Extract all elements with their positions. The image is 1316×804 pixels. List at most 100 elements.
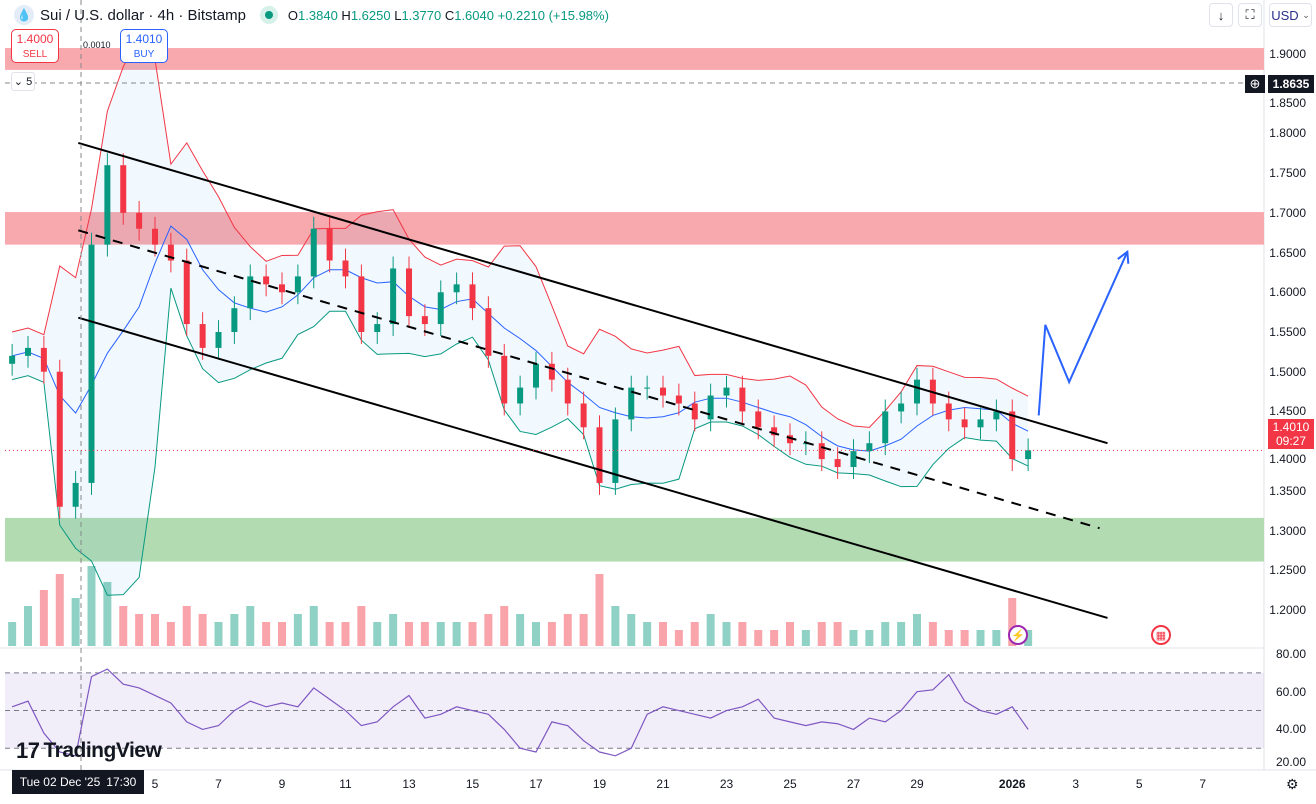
price-tick: 1.7000 xyxy=(1269,205,1306,220)
us-flag-event-icon[interactable]: ▦ xyxy=(1151,625,1171,645)
fullscreen-button[interactable]: ⛶ xyxy=(1238,3,1262,27)
candle-body xyxy=(739,387,746,412)
fullscreen-icon: ⛶ xyxy=(1245,7,1255,22)
time-tick: 9 xyxy=(278,777,286,791)
lightning-event-icon[interactable]: ⚡ xyxy=(1008,625,1028,645)
time-tick: 11 xyxy=(339,777,352,791)
volume-bar xyxy=(913,614,921,646)
candle-body xyxy=(993,411,1000,420)
candle-body xyxy=(25,347,31,356)
time-tick: 27 xyxy=(846,777,861,791)
candle-body xyxy=(294,276,301,293)
add-alert-button[interactable]: ⊕ xyxy=(1245,75,1265,93)
indicators-toggle[interactable]: ⌄ 5 xyxy=(11,72,35,91)
volume-bar xyxy=(389,614,398,646)
volume-bar xyxy=(643,622,652,646)
candle-body xyxy=(660,387,666,396)
bollinger-basis xyxy=(12,225,1029,452)
symbol-title[interactable]: Sui / U.S. dollar · 4h · Bitstamp xyxy=(40,6,246,24)
spread-value: 0.0010 xyxy=(83,40,111,50)
volume-bar xyxy=(230,614,239,646)
projection-path xyxy=(1037,251,1129,416)
price-tick: 1.3500 xyxy=(1269,483,1306,498)
volume-bar xyxy=(166,622,175,646)
time-tick: 25 xyxy=(783,777,797,791)
candle-body xyxy=(771,427,778,436)
candle-body xyxy=(9,355,16,364)
volume-bar xyxy=(801,630,810,646)
candle-body xyxy=(215,332,222,348)
candle-body xyxy=(961,419,968,428)
volume-bar xyxy=(341,622,350,646)
candle-body xyxy=(866,443,873,452)
candle-body xyxy=(183,260,190,325)
price-tick: 1.5500 xyxy=(1269,325,1306,339)
market-status-icon[interactable] xyxy=(259,6,278,24)
channel-middle-line xyxy=(77,229,1100,530)
volume-bar xyxy=(563,614,572,646)
candle-body xyxy=(596,427,603,483)
volume-bar xyxy=(833,622,842,646)
volume-bar xyxy=(182,606,191,646)
candle-body xyxy=(374,324,381,333)
time-tick: 2026 xyxy=(998,777,1026,791)
volume-bar xyxy=(976,630,985,646)
volume-bar xyxy=(706,614,715,646)
candle-body xyxy=(501,355,508,404)
tradingview-logo[interactable]: 17 TradingView xyxy=(16,738,162,763)
buy-button[interactable]: 1.4010 BUY xyxy=(120,29,168,63)
settings-icon[interactable]: ⚙ xyxy=(1286,776,1299,792)
sell-button[interactable]: 1.4000 SELL xyxy=(11,29,59,63)
candle-body xyxy=(802,443,809,445)
symbol-header: 💧 Sui / U.S. dollar · 4h · Bitstamp O1.3… xyxy=(14,5,609,25)
rsi-tick: 60.00 xyxy=(1275,684,1306,699)
volume-bar xyxy=(262,622,271,646)
support-zone xyxy=(5,517,1264,562)
candle-body xyxy=(485,308,492,356)
candle-body xyxy=(437,292,444,325)
tv-logo-icon: 17 xyxy=(16,738,40,763)
candle-body xyxy=(675,395,682,404)
volume-bar xyxy=(151,614,159,646)
volume-bar xyxy=(928,622,937,646)
volume-bar xyxy=(8,622,17,646)
price-tick: 1.6000 xyxy=(1269,285,1306,300)
volume-bar xyxy=(484,614,493,646)
volume-bar xyxy=(992,630,1001,646)
candle-body xyxy=(421,316,428,325)
rsi-line xyxy=(11,668,1029,757)
time-tick: 19 xyxy=(592,777,607,791)
candle-body xyxy=(88,244,95,483)
candle-body xyxy=(850,451,857,468)
volume-bar xyxy=(420,622,429,646)
volume-bar xyxy=(754,630,763,646)
price-tick: 1.5000 xyxy=(1269,364,1306,379)
volume-bar xyxy=(738,622,747,646)
volume-bar xyxy=(452,622,461,646)
volume-bar xyxy=(532,622,540,646)
candle-body xyxy=(72,482,79,507)
candle-body xyxy=(723,387,730,396)
volume-bar xyxy=(960,630,969,646)
volume-bar xyxy=(1008,598,1017,646)
volume-bar xyxy=(373,622,382,646)
volume-bar xyxy=(436,622,445,646)
volume-bar xyxy=(71,598,80,646)
candle-body xyxy=(945,403,952,420)
download-button[interactable]: ↓ xyxy=(1209,3,1233,27)
currency-select[interactable]: USD ⌄ xyxy=(1269,3,1312,27)
volume-bar xyxy=(1024,630,1033,646)
volume-bar xyxy=(468,622,477,646)
price-tick: 1.4500 xyxy=(1269,404,1306,419)
volume-bar xyxy=(405,622,413,646)
volume-bar xyxy=(690,622,699,646)
candle-body xyxy=(120,165,127,213)
candle-body xyxy=(231,308,238,333)
price-tick: 1.8500 xyxy=(1269,96,1306,110)
crosshair-price-label: 1.8635 xyxy=(1268,75,1314,93)
ohlc-values: O1.3840 H1.6250 L1.3770 C1.6040 +0.2210 … xyxy=(287,7,609,23)
time-tick: 23 xyxy=(719,777,734,791)
channel-upper-line xyxy=(77,142,1108,445)
volume-bar xyxy=(944,630,953,646)
